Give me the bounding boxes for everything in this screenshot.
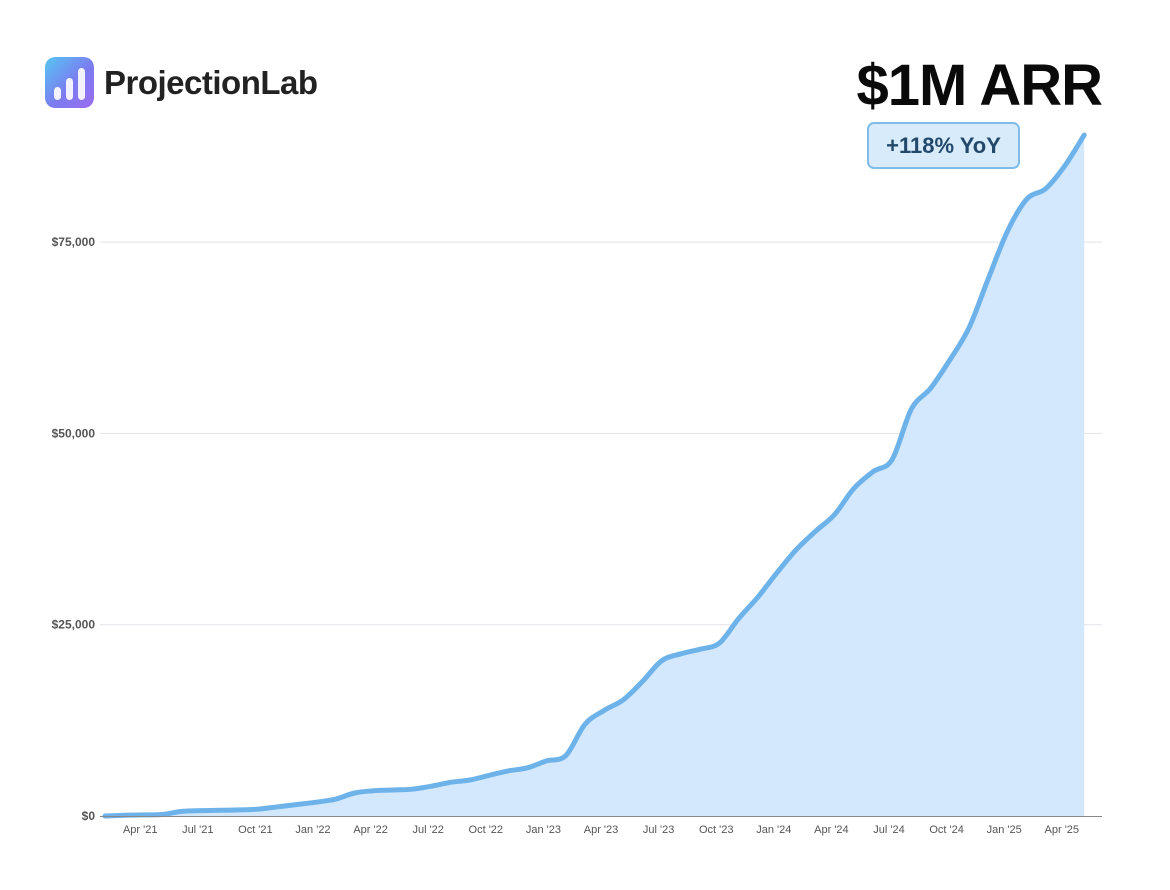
y-tick-label: $75,000: [52, 235, 96, 249]
x-tick-label: Jan '23: [526, 824, 561, 836]
headline-arr: $1M ARR: [856, 53, 1103, 118]
x-tick-label: Apr '25: [1045, 824, 1080, 836]
x-tick-label: Jan '22: [295, 824, 330, 836]
x-tick-label: Apr '22: [353, 824, 388, 836]
series-line: [102, 132, 1087, 819]
x-axis-ticks: Apr '21 Jul '21 Oct '21 Jan '22 Apr '22 Jul '…: [123, 824, 1079, 836]
x-tick-label: Jul '24: [873, 824, 904, 836]
x-tick-label: Oct '24: [929, 824, 964, 836]
x-tick-label: Jan '24: [756, 824, 791, 836]
brand-logo: ProjectionLab: [45, 57, 318, 108]
x-tick-label: Oct '23: [699, 824, 734, 836]
area-fill: [105, 135, 1085, 816]
y-tick-label: $0: [82, 809, 96, 823]
x-tick-label: Jan '25: [987, 824, 1022, 836]
x-tick-label: Apr '24: [814, 824, 849, 836]
bar-chart-icon: [45, 57, 94, 108]
y-tick-label: $25,000: [52, 618, 96, 632]
brand-name: ProjectionLab: [104, 63, 318, 101]
y-tick-label: $50,000: [52, 426, 96, 440]
x-tick-label: Apr '23: [584, 824, 619, 836]
x-tick-label: Jul '23: [643, 824, 674, 836]
x-tick-label: Jul '22: [412, 824, 443, 836]
y-axis-ticks: $0 $25,000 $50,000 $75,000: [52, 235, 96, 823]
x-tick-label: Jul '21: [182, 824, 213, 836]
growth-badge: +118% YoY: [867, 122, 1020, 169]
x-tick-label: Apr '21: [123, 824, 158, 836]
x-tick-label: Oct '22: [469, 824, 504, 836]
x-tick-label: Oct '21: [238, 824, 273, 836]
